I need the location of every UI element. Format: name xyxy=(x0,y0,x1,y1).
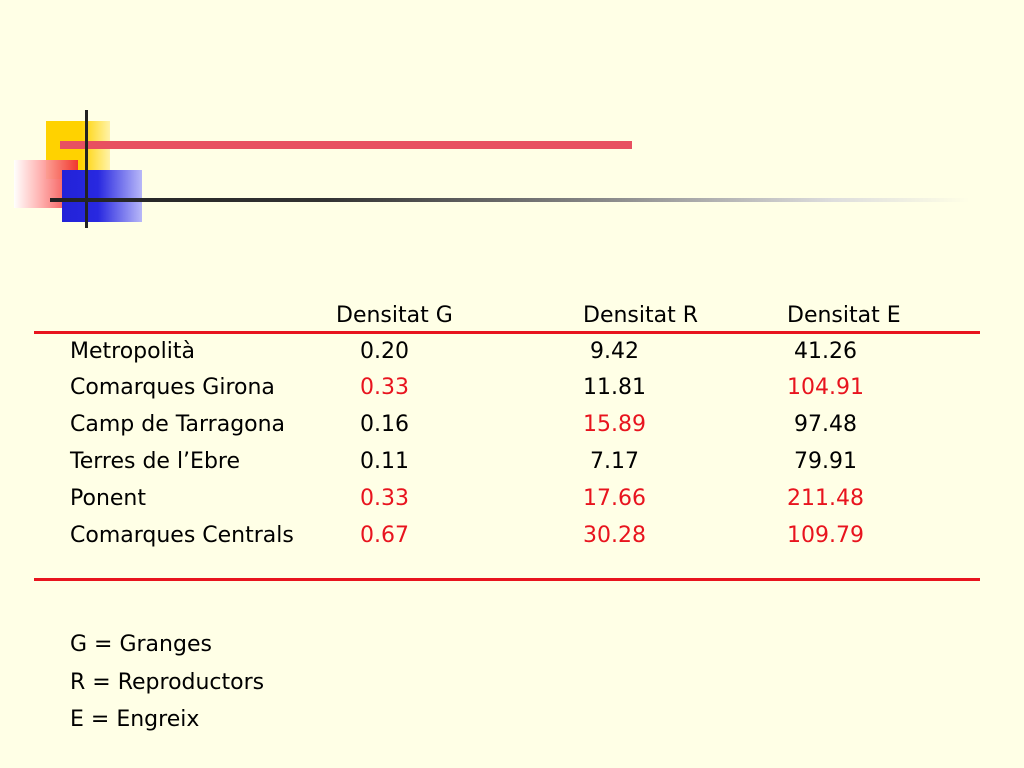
vertical-line-decoration xyxy=(85,110,88,228)
row-densitat-r: 15.89 xyxy=(583,412,646,437)
row-densitat-e: 109.79 xyxy=(787,523,864,548)
row-densitat-g: 0.20 xyxy=(360,339,409,364)
blue-square-decoration xyxy=(62,170,142,222)
title-decoration xyxy=(0,0,1024,240)
table-bottom-rule xyxy=(34,578,980,581)
table-row: Camp de Tarragona 0.16 15.89 97.48 xyxy=(0,407,1024,443)
row-densitat-e: 41.26 xyxy=(787,339,857,364)
row-densitat-g: 0.11 xyxy=(360,449,409,474)
row-densitat-r: 17.66 xyxy=(583,486,646,511)
header-densitat-e: Densitat E xyxy=(787,303,901,328)
row-densitat-e: 79.91 xyxy=(787,449,857,474)
legend-granges: G = Granges xyxy=(70,632,212,657)
table-row: Comarques Centrals 0.67 30.28 109.79 xyxy=(0,518,1024,554)
row-densitat-g: 0.33 xyxy=(360,486,409,511)
row-name: Comarques Girona xyxy=(70,375,275,400)
row-densitat-r: 11.81 xyxy=(583,375,646,400)
row-name: Terres de l’Ebre xyxy=(70,449,241,474)
row-densitat-e: 104.91 xyxy=(787,375,864,400)
table-row: Metropolità 0.20 9.42 41.26 xyxy=(0,334,1024,370)
row-densitat-r: 30.28 xyxy=(583,523,646,548)
table-row: Terres de l’Ebre 0.11 7.17 79.91 xyxy=(0,444,1024,480)
table-row: Ponent 0.33 17.66 211.48 xyxy=(0,481,1024,517)
table-row: Comarques Girona 0.33 11.81 104.91 xyxy=(0,370,1024,406)
row-densitat-g: 0.16 xyxy=(360,412,409,437)
table-top-rule xyxy=(34,331,980,334)
row-densitat-g: 0.33 xyxy=(360,375,409,400)
header-densitat-r: Densitat R xyxy=(583,303,699,328)
row-name: Comarques Centrals xyxy=(70,523,294,548)
legend-reproductors: R = Reproductors xyxy=(70,670,265,695)
table-header: Densitat G Densitat R Densitat E xyxy=(0,298,1024,334)
row-name: Camp de Tarragona xyxy=(70,412,286,437)
row-densitat-r: 9.42 xyxy=(583,339,639,364)
row-name: Ponent xyxy=(70,486,146,511)
horizontal-line-decoration xyxy=(50,198,970,202)
row-densitat-g: 0.67 xyxy=(360,523,409,548)
row-densitat-e: 211.48 xyxy=(787,486,864,511)
header-densitat-g: Densitat G xyxy=(336,303,453,328)
row-densitat-e: 97.48 xyxy=(787,412,857,437)
row-densitat-r: 7.17 xyxy=(583,449,639,474)
row-name: Metropolità xyxy=(70,339,195,364)
red-bar-decoration xyxy=(60,141,632,149)
legend-engreix: E = Engreix xyxy=(70,707,200,732)
